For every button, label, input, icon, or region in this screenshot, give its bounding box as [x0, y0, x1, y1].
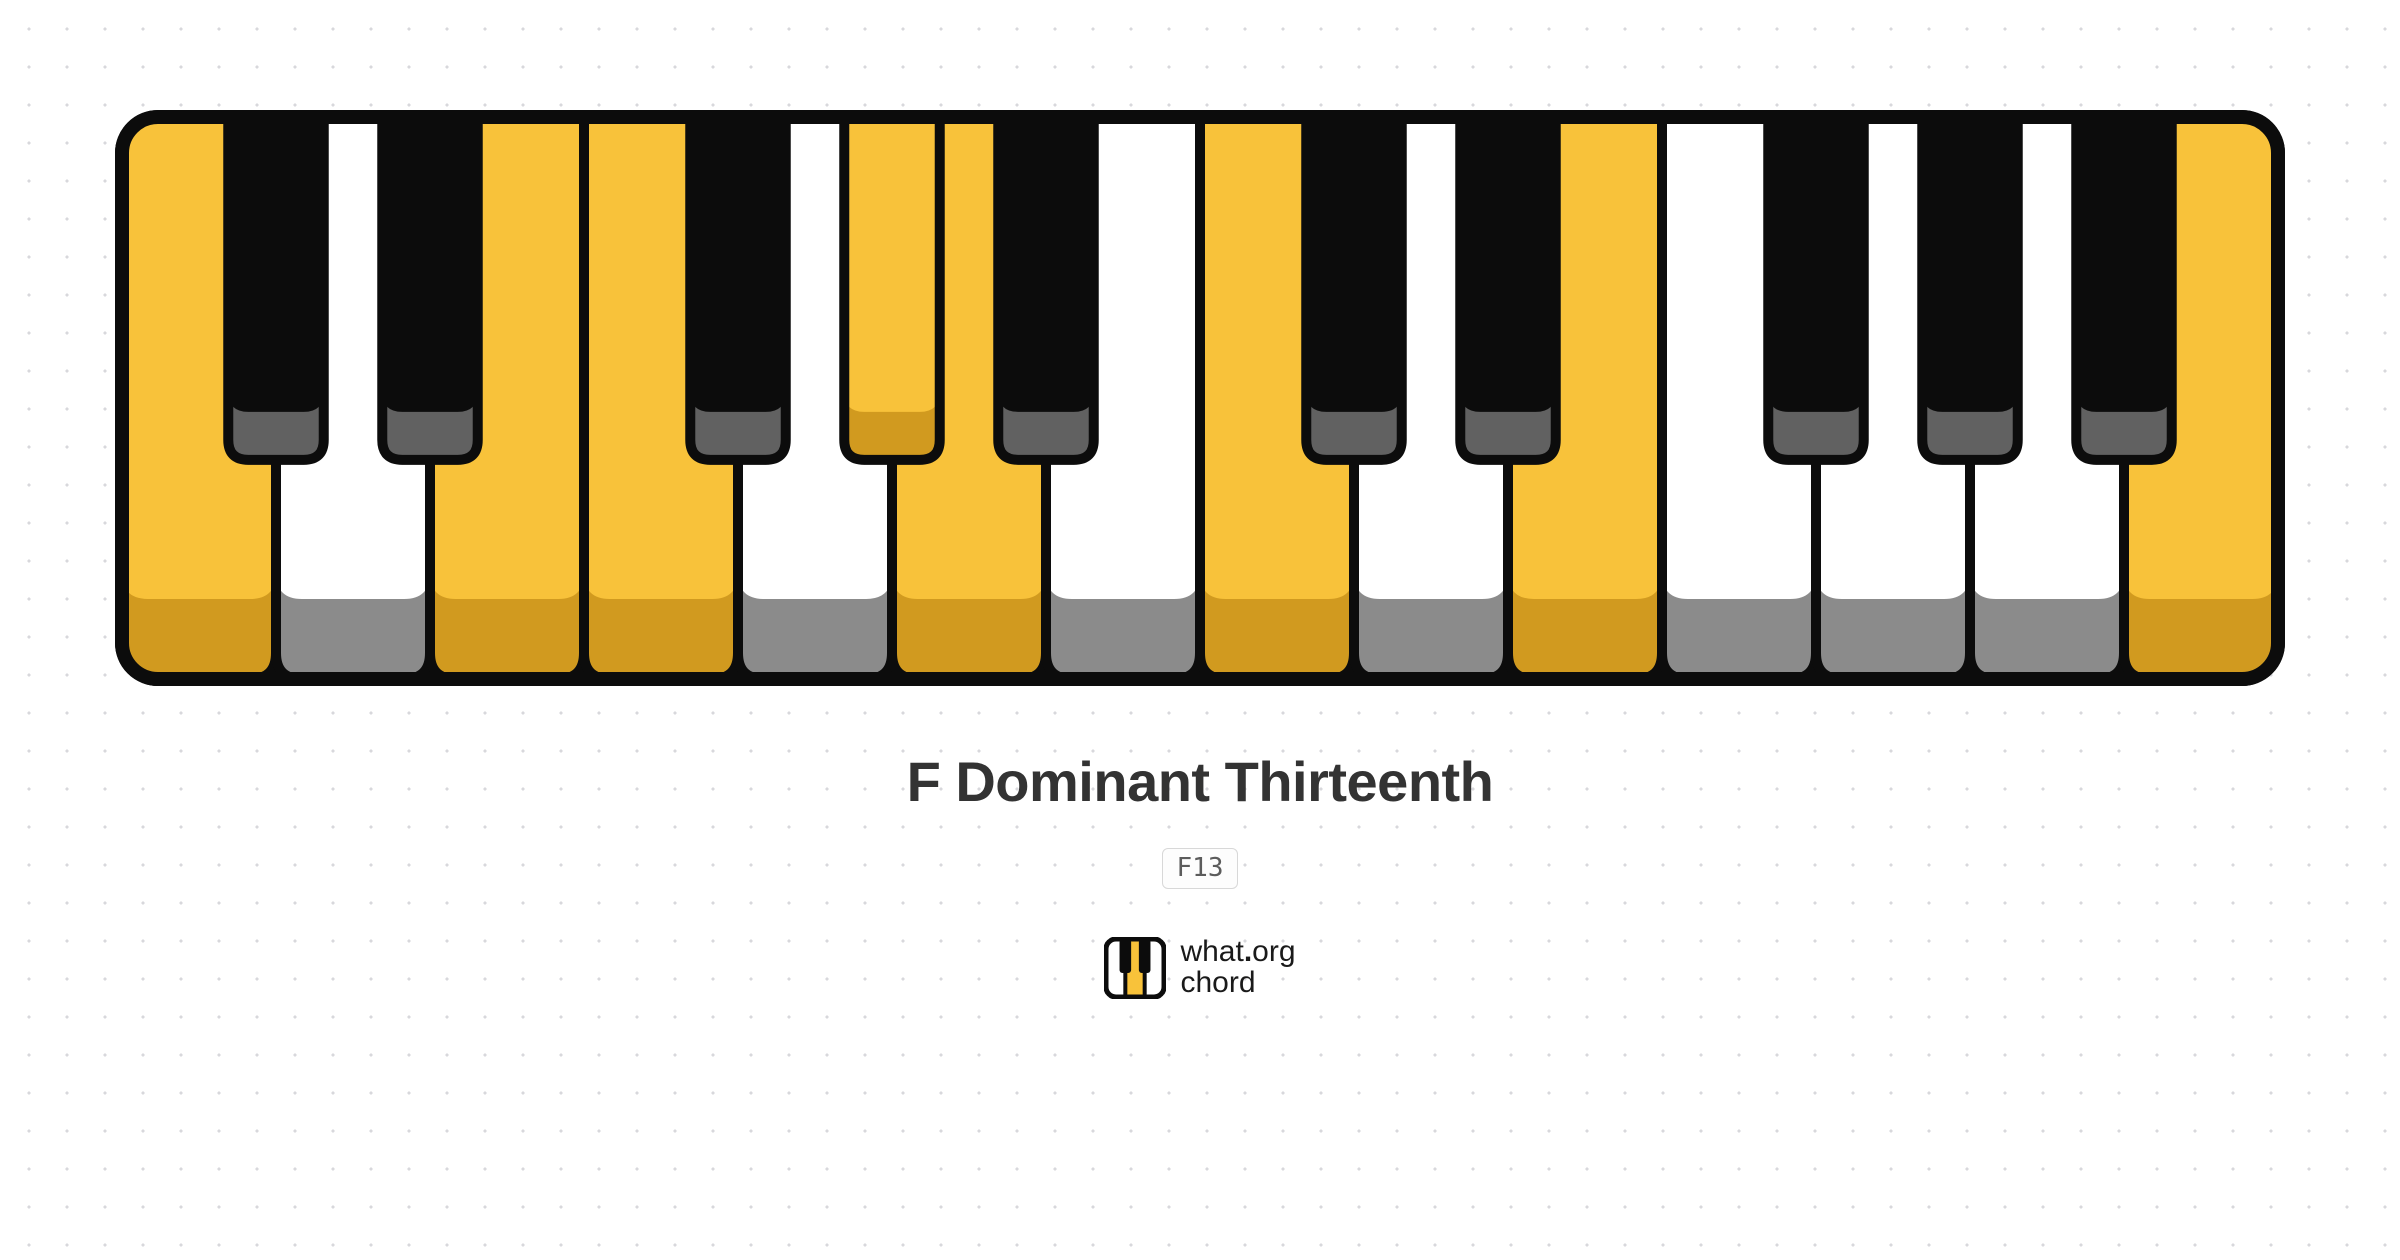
brand-line2: chord: [1180, 966, 1255, 999]
brand-logo: what.org chord: [1104, 937, 1295, 999]
piano-keyboard: [115, 110, 2285, 691]
brand-line1-right: org: [1252, 935, 1295, 968]
chord-title: F Dominant Thirteenth: [907, 749, 1494, 814]
brand-dot: .: [1244, 935, 1252, 968]
brand-line1-left: what: [1180, 935, 1243, 968]
brand-text: what.org chord: [1180, 937, 1295, 998]
brand-piano-icon: [1104, 937, 1166, 999]
keyboard-svg: [115, 110, 2285, 686]
chord-symbol-tag: F13: [1162, 848, 1239, 889]
